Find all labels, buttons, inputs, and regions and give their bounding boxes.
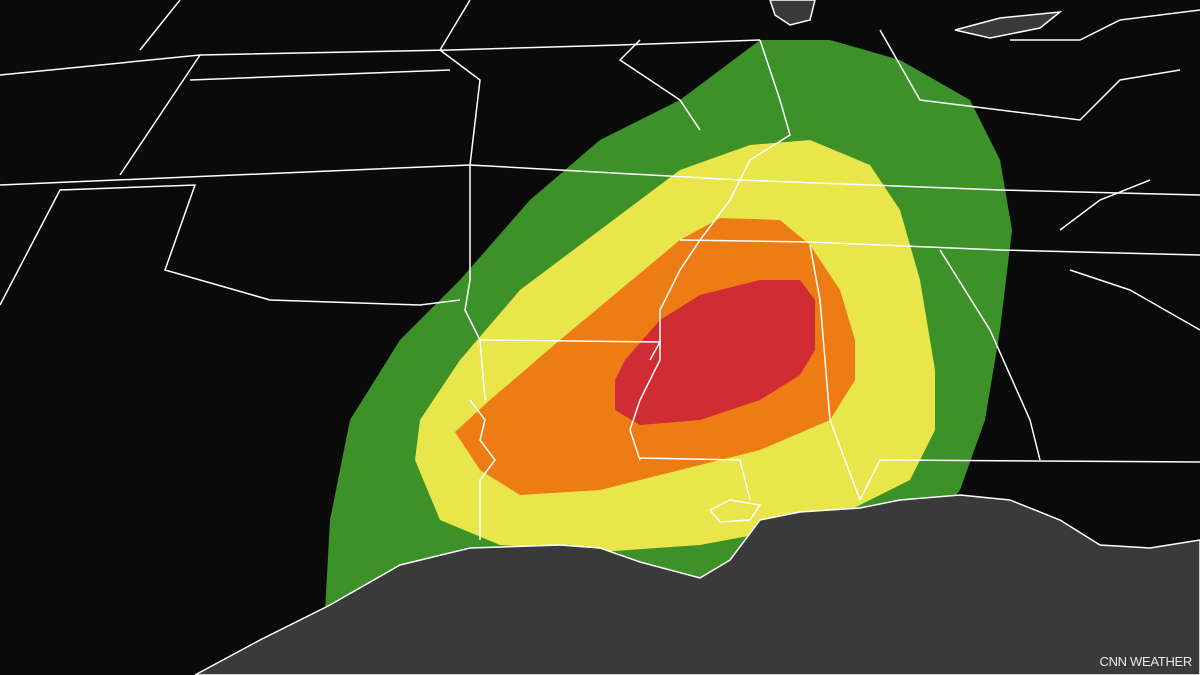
risk-area-level-4 <box>615 280 815 425</box>
lake-michigan <box>769 0 816 26</box>
gulf-of-mexico <box>194 494 1200 675</box>
state-borders <box>0 0 1200 540</box>
cnn-weather-credit: CNN WEATHER <box>1099 654 1192 669</box>
lake-erie <box>954 11 1063 39</box>
